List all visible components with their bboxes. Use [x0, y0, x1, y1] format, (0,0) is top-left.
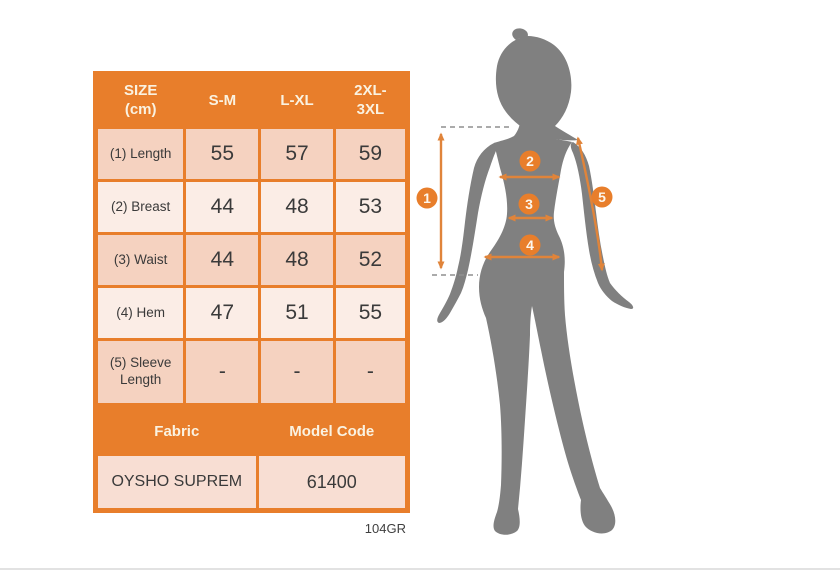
marker-3-number: 3 — [525, 196, 533, 212]
row-hem-2xl3xl: 55 — [332, 285, 409, 341]
row-hem-label: (4) Hem — [94, 285, 187, 341]
marker-2: 2 — [519, 150, 541, 172]
marker-3-circle — [518, 193, 540, 215]
fabric-model-value-row: OYSHO SUPREM 61400 — [95, 453, 409, 511]
header-s-m: S-M — [183, 73, 262, 129]
product-code-footnote: 104GR — [364, 521, 406, 536]
row-hem-lxl: 51 — [258, 285, 336, 341]
marker-4-circle — [519, 234, 541, 256]
row-sleeve-lxl: - — [258, 338, 336, 406]
marker-4-number: 4 — [526, 237, 534, 253]
header-size-line1: SIZE — [124, 82, 158, 100]
header-model-code: Model Code — [255, 406, 409, 456]
marker-1-number: 1 — [423, 190, 431, 206]
row-breast-label: (2) Breast — [94, 179, 187, 235]
sleeve-arrow — [576, 136, 605, 272]
marker-4: 4 — [519, 234, 541, 256]
marker-5-number: 5 — [598, 189, 606, 205]
row-sleeve-length: (5) Sleeve Length - - - — [94, 338, 409, 406]
header-2xl-3xl-line2: 3XL — [356, 101, 385, 118]
row-sleeve-label: (5) Sleeve Length — [94, 338, 187, 406]
marker-1-circle — [416, 187, 438, 209]
header-l-xl-label: L-XL — [280, 91, 314, 109]
header-size-cm: SIZE (cm) — [94, 73, 187, 129]
row-breast-lxl: 48 — [258, 179, 336, 235]
size-table-panel: SIZE (cm) S-M L-XL 2XL- 3XL (1) Length 5… — [93, 71, 410, 513]
marker-2-number: 2 — [526, 153, 534, 169]
marker-5-circle — [591, 186, 613, 208]
marker-1: 1 — [416, 187, 438, 209]
row-breast-2xl3xl: 53 — [332, 179, 409, 235]
header-2xl-3xl-line1: 2XL- — [354, 82, 387, 100]
header-2xl-3xl: 2XL- 3XL — [332, 73, 409, 129]
row-sleeve-2xl3xl: - — [332, 338, 409, 406]
row-breast: (2) Breast 44 48 53 — [94, 179, 409, 235]
fabric-model-table: Fabric Model Code OYSHO SUPREM 61400 — [95, 406, 409, 511]
row-waist-sm: 44 — [183, 232, 262, 288]
row-breast-sm: 44 — [183, 179, 262, 235]
row-waist-label: (3) Waist — [94, 232, 187, 288]
row-length-sm: 55 — [183, 126, 262, 182]
row-length-lxl: 57 — [258, 126, 336, 182]
female-body-silhouette — [437, 28, 634, 535]
marker-2-circle — [519, 150, 541, 172]
header-s-m-label: S-M — [208, 91, 237, 109]
bottom-divider-line — [0, 568, 840, 570]
marker-5: 5 — [591, 186, 613, 208]
marker-3: 3 — [518, 193, 540, 215]
size-table-header-row: SIZE (cm) S-M L-XL 2XL- 3XL — [94, 73, 409, 129]
row-length: (1) Length 55 57 59 — [94, 126, 409, 182]
row-hem-sm: 47 — [183, 285, 262, 341]
row-length-label: (1) Length — [94, 126, 187, 182]
row-waist: (3) Waist 44 48 52 — [94, 232, 409, 288]
header-fabric: Fabric — [95, 406, 259, 456]
row-hem: (4) Hem 47 51 55 — [94, 285, 409, 341]
size-table: SIZE (cm) S-M L-XL 2XL- 3XL (1) Length 5… — [94, 73, 409, 406]
row-waist-lxl: 48 — [258, 232, 336, 288]
fabric-value: OYSHO SUPREM — [95, 453, 259, 511]
header-size-line2: (cm) — [124, 101, 157, 118]
row-sleeve-sm: - — [183, 338, 262, 406]
header-l-xl: L-XL — [258, 73, 336, 129]
fabric-model-header-row: Fabric Model Code — [95, 406, 409, 456]
model-code-value: 61400 — [255, 453, 409, 511]
row-length-2xl3xl: 59 — [332, 126, 409, 182]
row-waist-2xl3xl: 52 — [332, 232, 409, 288]
